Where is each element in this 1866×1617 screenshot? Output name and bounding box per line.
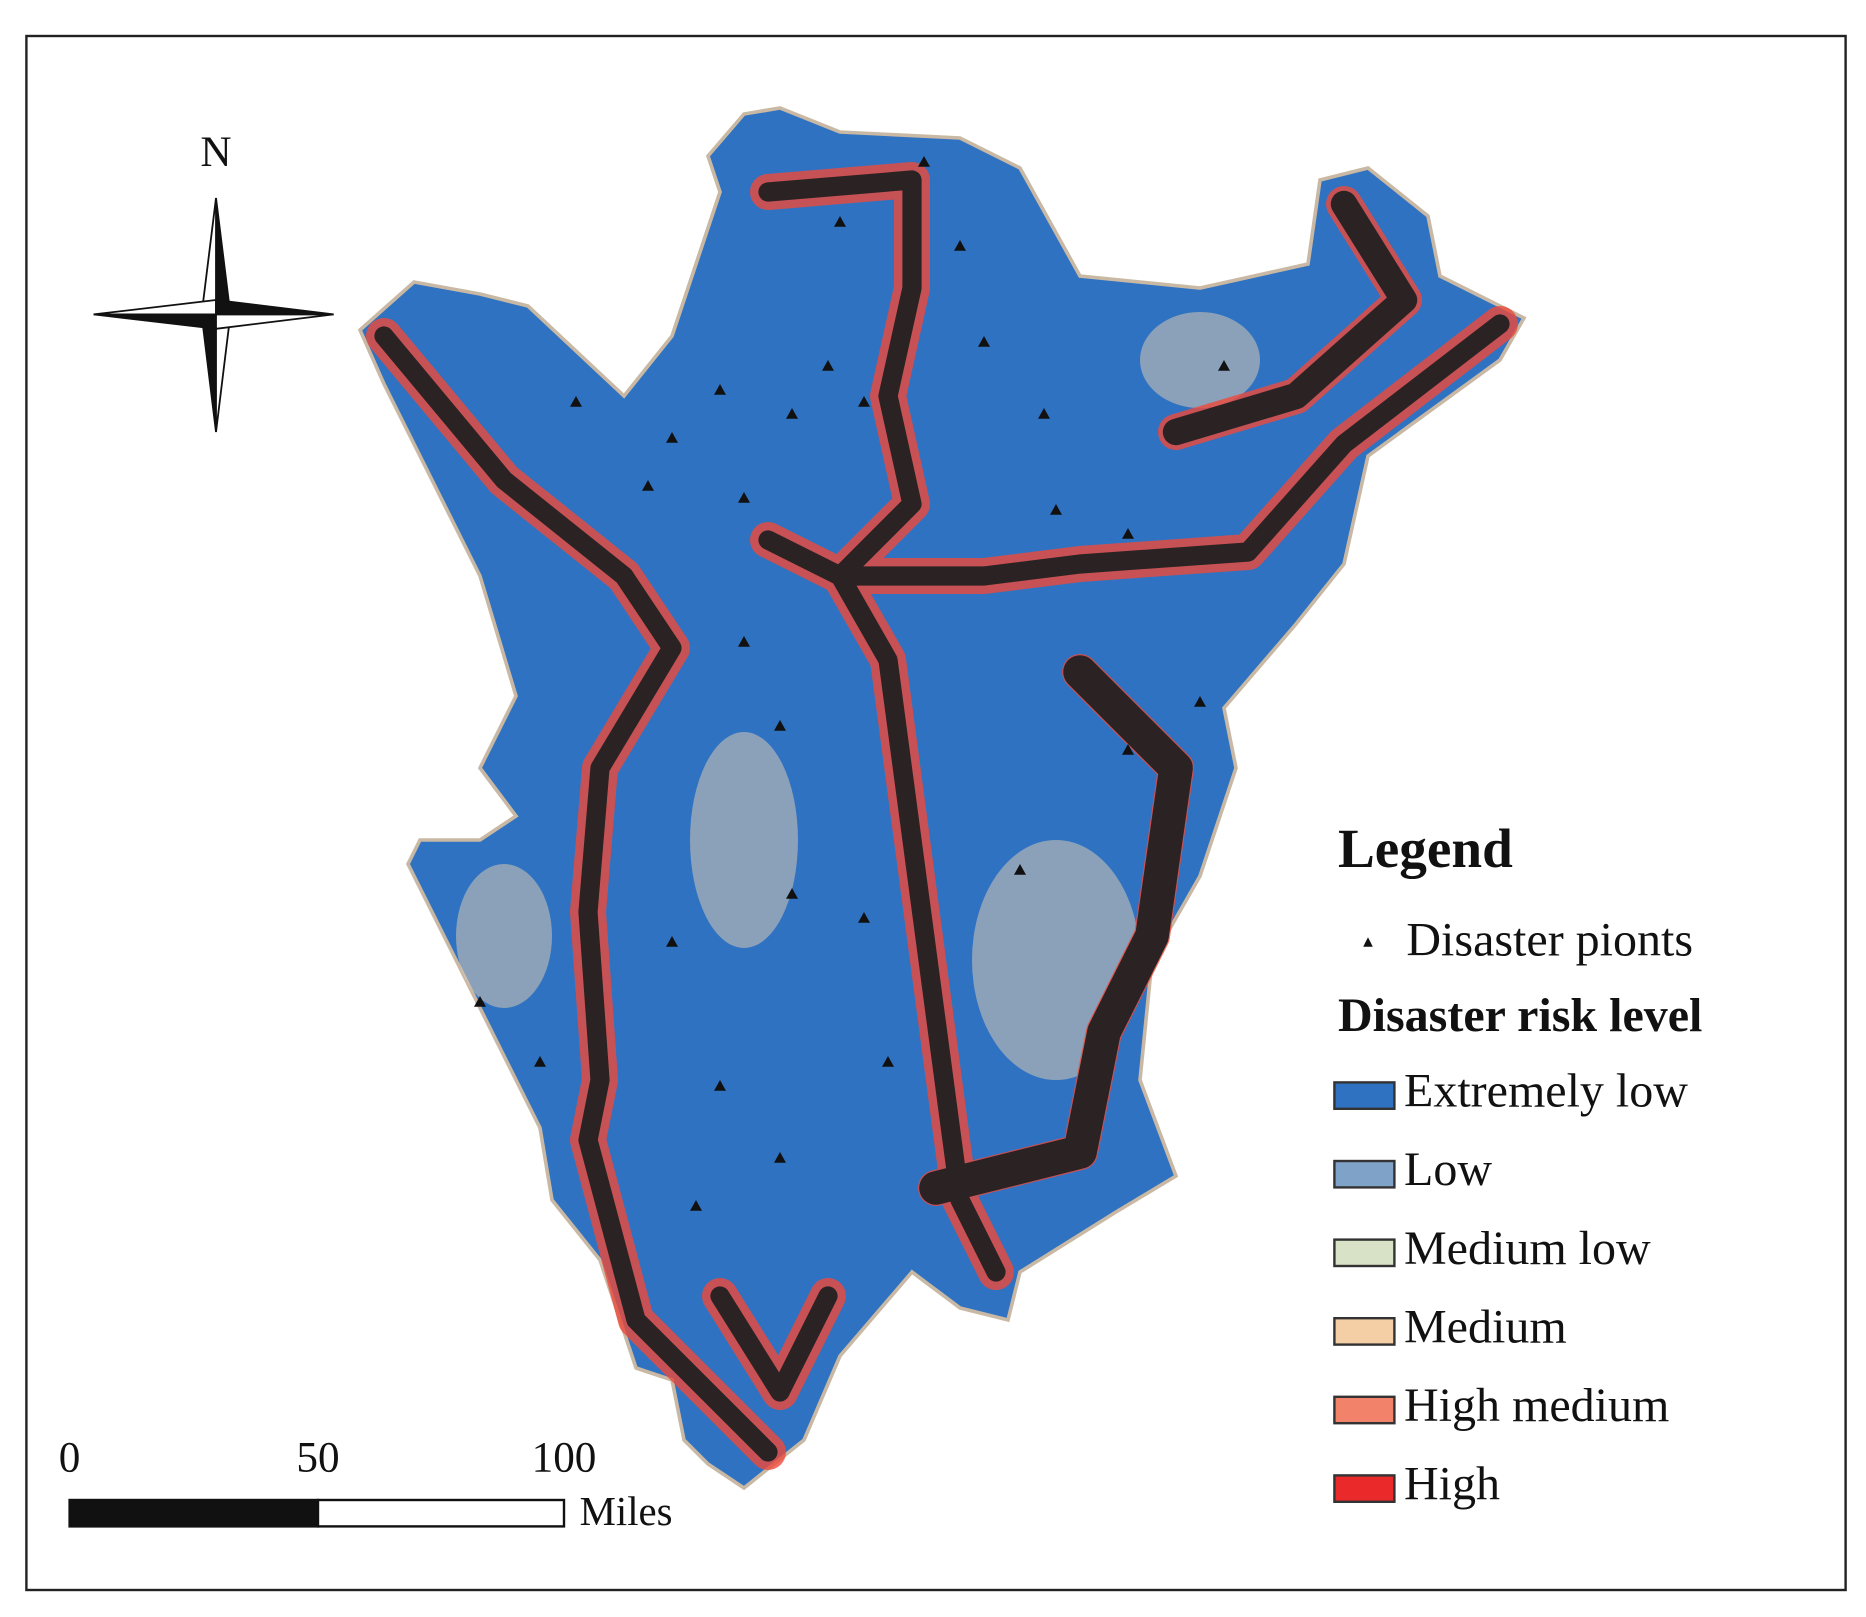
- scale-label: 50: [296, 1435, 339, 1482]
- legend-label: Medium low: [1404, 1222, 1651, 1275]
- map-layout: N 0 50 100 Miles Legend Disaster pionts …: [25, 34, 1847, 1592]
- legend-label: Low: [1404, 1143, 1492, 1196]
- north-arrow: [93, 197, 334, 433]
- legend-label: Extremely low: [1404, 1065, 1688, 1118]
- legend-swatch: [1333, 1081, 1396, 1111]
- legend-title: Legend: [1338, 818, 1513, 879]
- legend-points-label: Disaster pionts: [1406, 913, 1693, 966]
- legend-risk-title: Disaster risk level: [1338, 989, 1702, 1042]
- north-label: N: [200, 129, 231, 176]
- legend-swatch: [1333, 1317, 1396, 1346]
- legend-label: High: [1404, 1458, 1500, 1511]
- legend-label: Medium: [1404, 1300, 1567, 1353]
- legend-point-symbol: [1363, 937, 1373, 947]
- legend-swatch: [1333, 1238, 1396, 1268]
- scale-bar-black: [68, 1498, 320, 1528]
- legend-swatch: [1333, 1474, 1396, 1504]
- scale-unit: Miles: [580, 1489, 673, 1534]
- legend-swatch: [1333, 1395, 1396, 1425]
- scale-bar-white: [316, 1498, 566, 1528]
- legend-items: Extremely low Low Medium low Medium High med…: [1333, 1065, 1688, 1511]
- legend-swatch: [1333, 1159, 1396, 1189]
- legend-label: High medium: [1404, 1379, 1669, 1432]
- scale-label: 0: [59, 1435, 81, 1482]
- scale-label: 100: [532, 1435, 597, 1482]
- rivers: [366, 162, 1519, 1471]
